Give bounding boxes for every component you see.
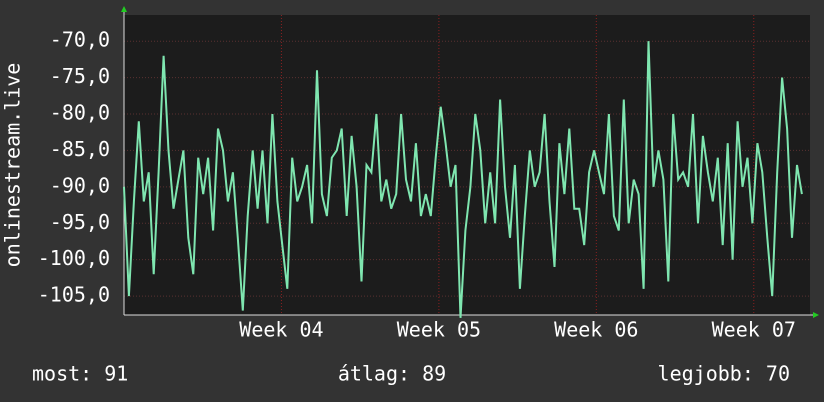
x-tick-label: Week 04	[239, 318, 323, 342]
y-tick-label: -70,0	[50, 28, 110, 52]
y-tick-label: -75,0	[50, 64, 110, 88]
y-tick-label: -80,0	[50, 101, 110, 125]
line	[123, 41, 803, 318]
x-tick-label: Week 05	[397, 318, 481, 342]
y-tick-label: -85,0	[50, 137, 110, 161]
y-axis-label: onlinestream.live	[1, 63, 25, 268]
axis-arrow	[121, 6, 127, 12]
y-tick-label: -105,0	[38, 283, 110, 307]
x-tick-label: Week 06	[554, 318, 638, 342]
y-tick-label: -100,0	[38, 246, 110, 270]
y-tick-label: -90,0	[50, 173, 110, 197]
axis-arrow	[813, 312, 819, 318]
summary-label: átlag: 89	[338, 362, 446, 386]
y-tick-label: -95,0	[50, 210, 110, 234]
summary-label: most: 91	[32, 362, 128, 386]
x-tick-label: Week 07	[712, 318, 796, 342]
summary-label: legjobb: 70	[658, 362, 790, 386]
